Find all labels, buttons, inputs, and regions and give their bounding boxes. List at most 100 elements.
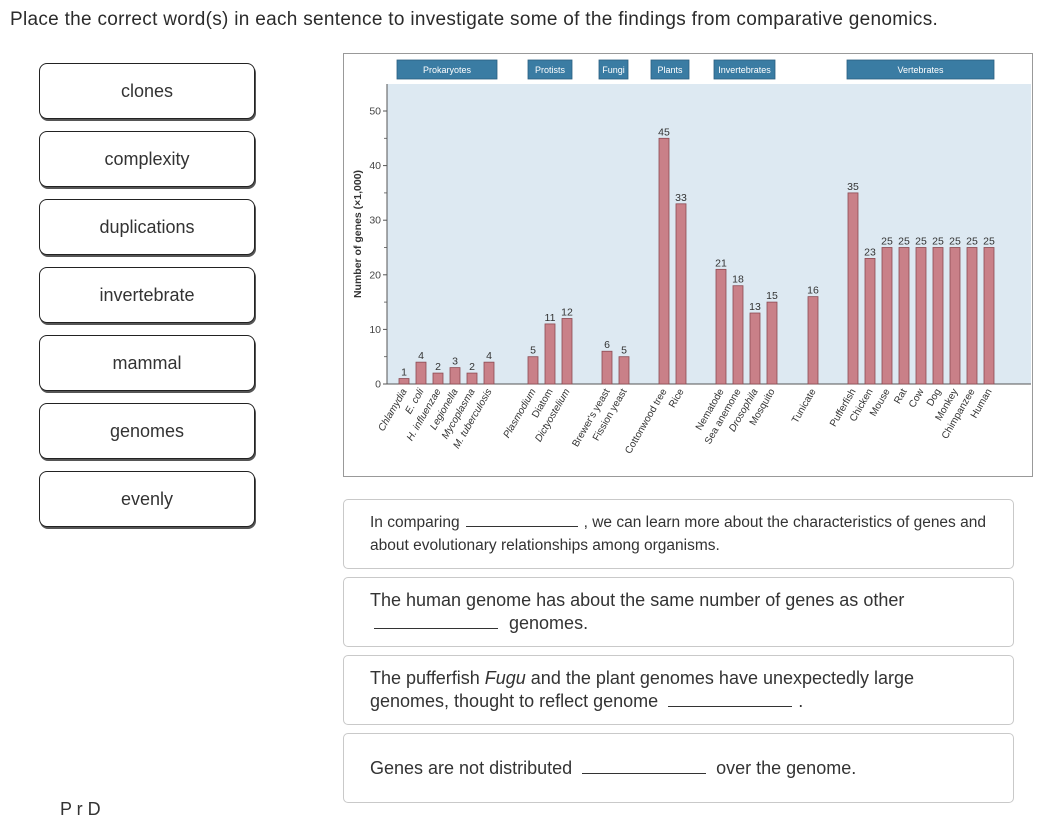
instruction-text: Place the correct word(s) in each senten… [10, 9, 939, 30]
bar-m-tuberculosis [483, 361, 495, 385]
value-label-diatom: 11 [545, 312, 556, 324]
sentence-3-before: The pufferfish [370, 668, 480, 688]
bar-human [983, 247, 995, 385]
value-label-fission-yeast: 5 [621, 345, 627, 357]
group-header-0 [396, 59, 498, 80]
sentence-1-after: , we can learn more about the characteri… [370, 514, 986, 554]
y-tick-label-30: 30 [369, 215, 381, 227]
value-label-e-coli: 4 [418, 350, 424, 362]
value-label-mycoplasma: 2 [469, 361, 475, 373]
bar-plasmodium [527, 356, 539, 385]
chart-svg: Prokaryotes Protists Fungi Plants Invertebra… [352, 59, 1031, 456]
sentence-2-before: The human genome has about the same numb… [370, 590, 905, 610]
sentence-4: Genes are not distributed over the genome… [343, 733, 1014, 803]
value-label-cow: 25 [915, 236, 927, 248]
sentence-list: In comparing, we can learn more about th… [343, 499, 1014, 811]
y-tick-label-10: 10 [369, 324, 381, 336]
bar-chlamydia [398, 378, 410, 385]
bar-legionella [449, 367, 461, 385]
x-tick-label-cottonwood-tree: Cottonwood tree [623, 387, 669, 456]
value-label-human: 25 [983, 236, 995, 248]
sentence-3-italic: Fugu [484, 668, 526, 688]
word-chip-genomes[interactable]: genomes [39, 403, 255, 459]
bar-mycoplasma [466, 372, 478, 385]
sentence-3-middle: and the plant genomes have unexpectedly … [370, 668, 915, 711]
group-header-label-3: Plants [657, 65, 683, 75]
value-label-dictyostelium: 12 [561, 306, 573, 318]
value-label-legionella: 3 [452, 356, 458, 368]
sentence-1-before: In comparing [370, 514, 460, 531]
group-header-5 [846, 59, 995, 80]
value-label-pufferfish: 35 [847, 181, 859, 193]
value-label-tunicate: 16 [807, 285, 819, 297]
value-label-monkey: 25 [949, 236, 961, 248]
group-header-4 [713, 59, 776, 80]
drop-blank-2[interactable] [374, 627, 498, 629]
bar-h-influenzae [432, 372, 444, 385]
group-header-1 [527, 59, 573, 80]
bar-fission-yeast [618, 356, 630, 385]
value-label-mosquito: 15 [766, 290, 778, 302]
sentence-2-after: genomes. [509, 613, 589, 633]
sentence-3-after: . [798, 691, 804, 711]
word-chip-complexity[interactable]: complexity [39, 131, 255, 187]
x-tick-label-tunicate: Tunicate [790, 387, 819, 426]
y-tick-label-50: 50 [369, 106, 381, 118]
word-chip-clones[interactable]: clones [39, 63, 255, 119]
value-label-chlamydia: 1 [401, 367, 407, 379]
sentence-1: In comparing, we can learn more about th… [343, 499, 1014, 569]
bar-chimpanzee [966, 247, 978, 385]
bar-e-coli [415, 361, 427, 385]
word-chip-duplications[interactable]: duplications [39, 199, 255, 255]
group-header-label-4: Invertebrates [718, 65, 771, 75]
drop-blank-4[interactable] [582, 772, 707, 774]
bottom-cutoff-text: P r D [60, 799, 101, 819]
value-label-sea-anemone: 18 [732, 274, 744, 286]
word-chip-invertebrate[interactable]: invertebrate [39, 267, 255, 323]
bar-diatom [544, 323, 556, 385]
y-axis-label: Number of genes (×1,000) [352, 170, 364, 298]
word-bank: clones complexity duplications invertebr… [39, 63, 257, 539]
value-label-nematode: 21 [715, 257, 727, 269]
bar-pufferfish [847, 192, 859, 385]
bar-monkey [949, 247, 961, 385]
value-label-chicken: 23 [864, 246, 876, 258]
group-header-label-1: Protists [535, 65, 566, 75]
sentence-4-before: Genes are not distributed [370, 757, 573, 778]
bar-rat [898, 247, 910, 385]
drop-blank-3[interactable] [668, 705, 793, 707]
group-header-3 [650, 59, 690, 80]
group-header-label-0: Prokaryotes [423, 65, 472, 75]
word-chip-mammal[interactable]: mammal [39, 335, 255, 391]
bar-dog [932, 247, 944, 385]
value-label-m-tuberculosis: 4 [486, 350, 492, 362]
bar-rice [675, 203, 687, 385]
x-tick-label-rice: Rice [667, 387, 687, 410]
word-chip-evenly[interactable]: evenly [39, 471, 255, 527]
sentence-4-after: over the genome. [716, 757, 857, 778]
value-label-rat: 25 [898, 236, 910, 248]
y-tick-label-20: 20 [369, 269, 381, 281]
bar-nematode [715, 268, 727, 385]
value-label-rice: 33 [675, 192, 687, 204]
value-label-plasmodium: 5 [530, 345, 536, 357]
bar-sea-anemone [732, 285, 744, 385]
bar-mosquito [766, 301, 778, 385]
bar-chicken [864, 258, 876, 385]
bar-cow [915, 247, 927, 385]
group-header-label-2: Fungi [602, 65, 625, 75]
value-label-brewer-s-yeast: 6 [604, 339, 610, 351]
sentence-2: The human genome has about the same numb… [343, 577, 1014, 647]
value-label-mouse: 25 [881, 236, 893, 248]
gene-count-chart: Prokaryotes Protists Fungi Plants Invertebra… [343, 53, 1033, 477]
y-tick-label-0: 0 [375, 379, 381, 391]
bar-cottonwood-tree [658, 137, 670, 385]
value-label-cottonwood-tree: 45 [658, 126, 670, 138]
value-label-h-influenzae: 2 [435, 361, 441, 373]
bar-tunicate [807, 296, 819, 385]
y-tick-label-40: 40 [369, 160, 381, 172]
bar-mouse [881, 247, 893, 385]
bar-drosophila [749, 312, 761, 385]
value-label-drosophila: 13 [749, 301, 761, 313]
drop-blank-1[interactable] [465, 525, 578, 527]
